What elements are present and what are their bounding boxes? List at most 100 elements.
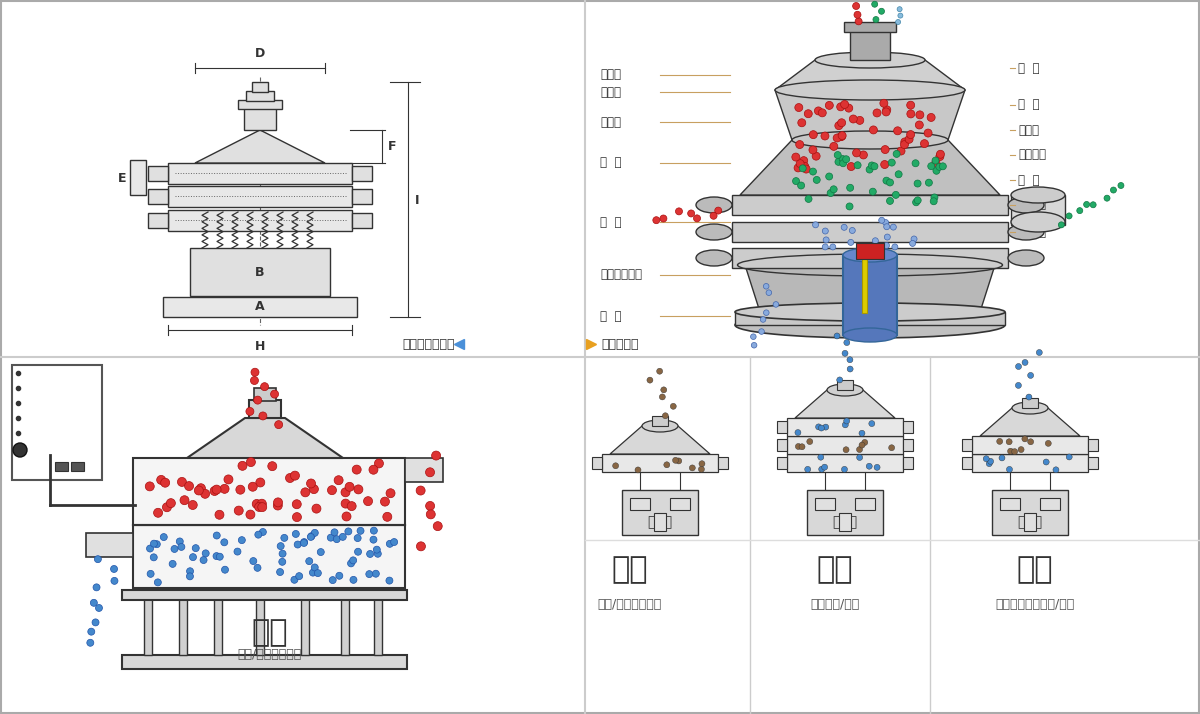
Circle shape — [830, 142, 838, 151]
Circle shape — [295, 573, 302, 580]
Circle shape — [210, 486, 220, 496]
Circle shape — [907, 131, 914, 139]
Bar — [179, 598, 187, 655]
Circle shape — [1008, 448, 1014, 454]
Circle shape — [200, 556, 208, 563]
Bar — [122, 655, 407, 669]
Circle shape — [878, 9, 884, 14]
Circle shape — [805, 466, 811, 473]
Circle shape — [893, 151, 900, 157]
Circle shape — [386, 577, 392, 584]
Bar — [904, 457, 913, 469]
Text: 机  座: 机 座 — [600, 309, 622, 323]
Text: 去除液体中的颗粒/异物: 去除液体中的颗粒/异物 — [995, 598, 1075, 611]
Circle shape — [916, 111, 924, 119]
Circle shape — [796, 443, 802, 450]
Circle shape — [370, 536, 377, 543]
Circle shape — [880, 99, 888, 107]
Text: 分级: 分级 — [612, 555, 648, 584]
Circle shape — [844, 418, 850, 424]
Circle shape — [847, 366, 853, 372]
Circle shape — [374, 459, 384, 468]
Bar — [808, 490, 883, 535]
Circle shape — [792, 178, 799, 185]
Circle shape — [853, 3, 859, 9]
Circle shape — [246, 458, 256, 466]
Circle shape — [932, 167, 940, 174]
Bar — [133, 458, 406, 525]
Circle shape — [833, 134, 841, 142]
Circle shape — [254, 531, 262, 538]
Circle shape — [293, 513, 301, 522]
Circle shape — [293, 500, 301, 509]
Circle shape — [274, 498, 282, 507]
Circle shape — [895, 171, 902, 178]
Circle shape — [847, 239, 853, 246]
Circle shape — [366, 570, 373, 578]
Bar — [122, 590, 407, 600]
Circle shape — [334, 476, 343, 485]
Circle shape — [816, 424, 822, 430]
Circle shape — [1045, 441, 1051, 446]
Bar — [1088, 457, 1098, 469]
Circle shape — [380, 497, 390, 506]
Circle shape — [1084, 201, 1090, 208]
Circle shape — [1058, 222, 1064, 228]
Circle shape — [277, 543, 284, 550]
Bar — [214, 598, 222, 655]
Circle shape — [1015, 363, 1021, 370]
Text: ─ ─ ─: ─ ─ ─ — [25, 370, 42, 376]
Circle shape — [874, 109, 881, 117]
Text: 双层式: 双层式 — [1018, 515, 1043, 529]
Circle shape — [161, 478, 169, 487]
Bar — [238, 100, 282, 109]
Circle shape — [856, 116, 864, 124]
Circle shape — [352, 465, 361, 474]
Circle shape — [796, 160, 804, 168]
Circle shape — [358, 528, 364, 534]
Polygon shape — [980, 408, 1080, 436]
Bar — [592, 457, 602, 469]
Circle shape — [294, 541, 301, 548]
Text: 筛  网: 筛 网 — [1018, 61, 1039, 74]
Circle shape — [354, 535, 361, 542]
Circle shape — [983, 456, 989, 462]
Circle shape — [698, 466, 704, 472]
Circle shape — [348, 560, 354, 567]
Circle shape — [913, 198, 919, 206]
Circle shape — [800, 162, 809, 171]
Circle shape — [805, 196, 812, 203]
Circle shape — [838, 131, 846, 140]
Circle shape — [386, 540, 394, 548]
Circle shape — [763, 310, 769, 316]
Circle shape — [883, 106, 890, 114]
Circle shape — [176, 538, 184, 545]
Ellipse shape — [696, 224, 732, 240]
Circle shape — [268, 462, 277, 471]
Bar — [622, 490, 698, 535]
Bar — [787, 436, 904, 454]
Circle shape — [212, 485, 221, 494]
Bar — [654, 513, 666, 531]
Bar — [168, 210, 352, 231]
Circle shape — [150, 554, 157, 560]
Circle shape — [239, 537, 245, 543]
Circle shape — [850, 228, 856, 233]
Circle shape — [426, 510, 436, 519]
Circle shape — [347, 502, 356, 511]
Bar — [962, 457, 972, 469]
Bar — [1040, 498, 1060, 510]
Circle shape — [847, 184, 853, 191]
Circle shape — [161, 533, 167, 540]
Circle shape — [185, 481, 193, 491]
Text: 三层式: 三层式 — [833, 515, 858, 529]
Bar — [246, 91, 274, 101]
Ellipse shape — [792, 131, 948, 149]
Circle shape — [662, 413, 668, 418]
Circle shape — [246, 510, 254, 519]
Circle shape — [823, 424, 829, 430]
Circle shape — [613, 463, 619, 469]
Circle shape — [884, 234, 890, 240]
Circle shape — [844, 340, 850, 346]
Circle shape — [94, 584, 100, 591]
